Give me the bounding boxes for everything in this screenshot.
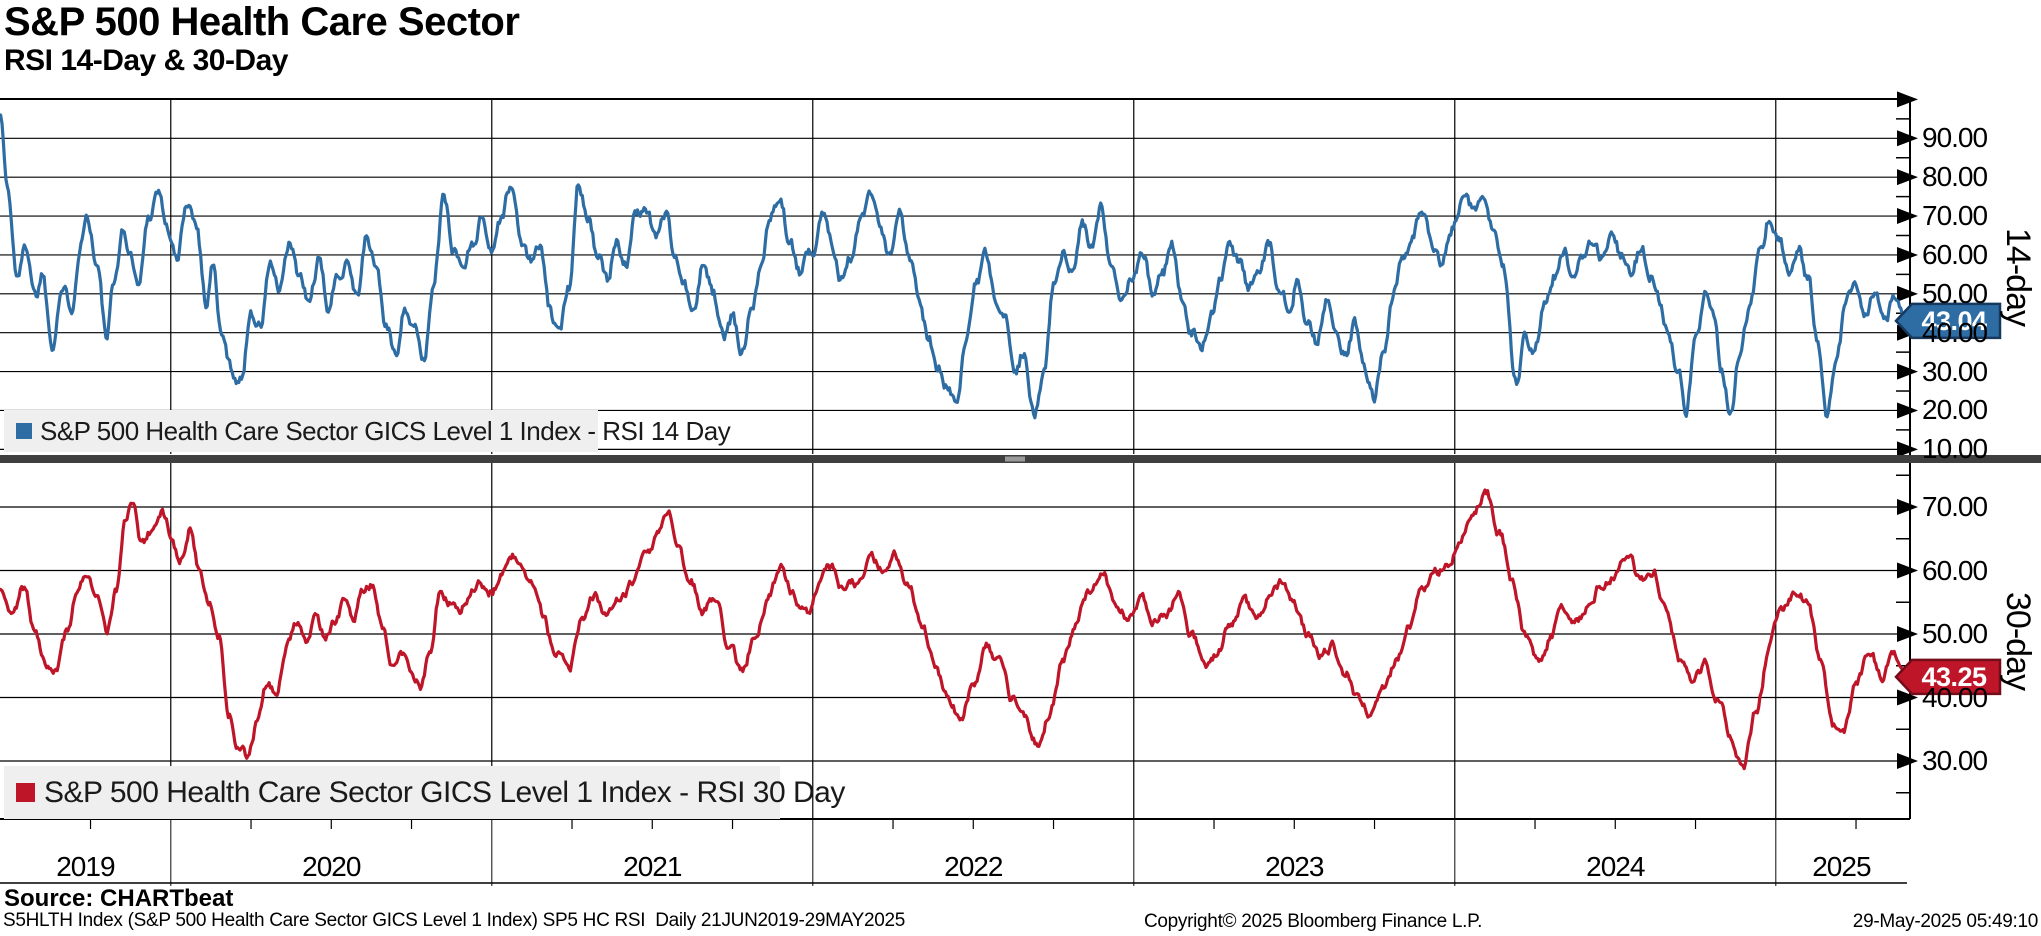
copyright-text: Copyright© 2025 Bloomberg Finance L.P. [1143, 911, 1483, 932]
rsi14-axis-label: 90.00 [1922, 122, 1988, 154]
last-value-badge-rsi30: 43.25 [1921, 661, 1987, 692]
rsi14-axis-label: 10.00 [1922, 433, 1988, 465]
legend-rsi-14: S&P 500 Health Care Sector GICS Level 1 … [4, 410, 731, 452]
rsi30-axis-label: 50.00 [1922, 618, 1988, 649]
rsi-30-day-line [0, 488, 1909, 771]
year-label-2022: 2022 [944, 851, 1003, 882]
rsi30-badge-shape [1894, 658, 2002, 696]
legend-label-rsi14: S&P 500 Health Care Sector GICS Level 1 … [40, 415, 731, 446]
page-subtitle: RSI 14-Day & 30-Day [4, 44, 288, 77]
security-description-text: S5HLTH Index (S&P 500 Health Care Sector… [3, 910, 906, 931]
rsi14-axis-label: 30.00 [1922, 355, 1988, 387]
axis-tick-arrow-icon [1897, 169, 1918, 186]
axis-tick-arrow-icon [1897, 363, 1918, 380]
axis-tick-arrow-icon [1897, 130, 1918, 147]
axis-tick-arrow-icon [1897, 562, 1918, 579]
rsi30-axis-label: 70.00 [1922, 491, 1988, 522]
rsi14-axis-label: 70.00 [1922, 200, 1988, 232]
panel-label-14-day: 14-day [1999, 227, 2037, 326]
axis-tick-arrow-icon [1897, 441, 1918, 458]
year-label-2019: 2019 [56, 851, 115, 882]
rsi30-axis-label: 30.00 [1922, 745, 1988, 776]
year-label-2025: 2025 [1812, 851, 1871, 882]
year-label-2023: 2023 [1265, 851, 1324, 882]
axis-tick-arrow-icon [1897, 689, 1918, 706]
legend-marker-rsi14-icon [16, 423, 32, 439]
source-text: Source: CHARTbeat [4, 885, 234, 912]
timestamp-text: 29-May-2025 05:49:10 [1852, 911, 2039, 932]
year-label-2024: 2024 [1586, 851, 1645, 882]
year-label-2021: 2021 [623, 851, 682, 882]
panel-divider-handle-icon[interactable] [1005, 456, 1025, 462]
axis-tick-arrow-icon [1897, 753, 1918, 769]
axis-tick-arrow-icon [1897, 626, 1918, 642]
legend-rsi-30: S&P 500 Health Care Sector GICS Level 1 … [4, 766, 845, 819]
axis-tick-arrow-icon [1897, 208, 1918, 225]
rsi14-axis-label: 40.00 [1922, 316, 1988, 348]
axis-tick-arrow-icon [1897, 246, 1918, 263]
rsi14-axis-label: 50.00 [1922, 277, 1988, 309]
axis-tick-arrow-icon [1897, 91, 1918, 108]
rsi14-axis-label: 20.00 [1922, 394, 1988, 426]
rsi30-axis-label: 60.00 [1922, 554, 1988, 586]
legend-label-rsi30: S&P 500 Health Care Sector GICS Level 1 … [44, 775, 845, 809]
rsi14-badge-shape [1894, 302, 2002, 340]
year-label-2020: 2020 [302, 851, 361, 882]
last-value-badge-rsi14: 43.04 [1921, 305, 1987, 336]
axis-tick-arrow-icon [1897, 402, 1918, 419]
rsi14-axis-label: 60.00 [1922, 238, 1988, 270]
page-title: S&P 500 Health Care Sector [4, 0, 520, 44]
rsi30-axis-label: 40.00 [1922, 681, 1988, 713]
axis-tick-arrow-icon [1897, 285, 1918, 302]
panel-label-30-day: 30-day [1999, 592, 2037, 690]
legend-marker-rsi30-icon [16, 783, 35, 802]
axis-tick-arrow-icon [1897, 499, 1918, 515]
rsi-14-day-line [0, 113, 1909, 420]
rsi14-axis-label: 80.00 [1922, 161, 1988, 193]
